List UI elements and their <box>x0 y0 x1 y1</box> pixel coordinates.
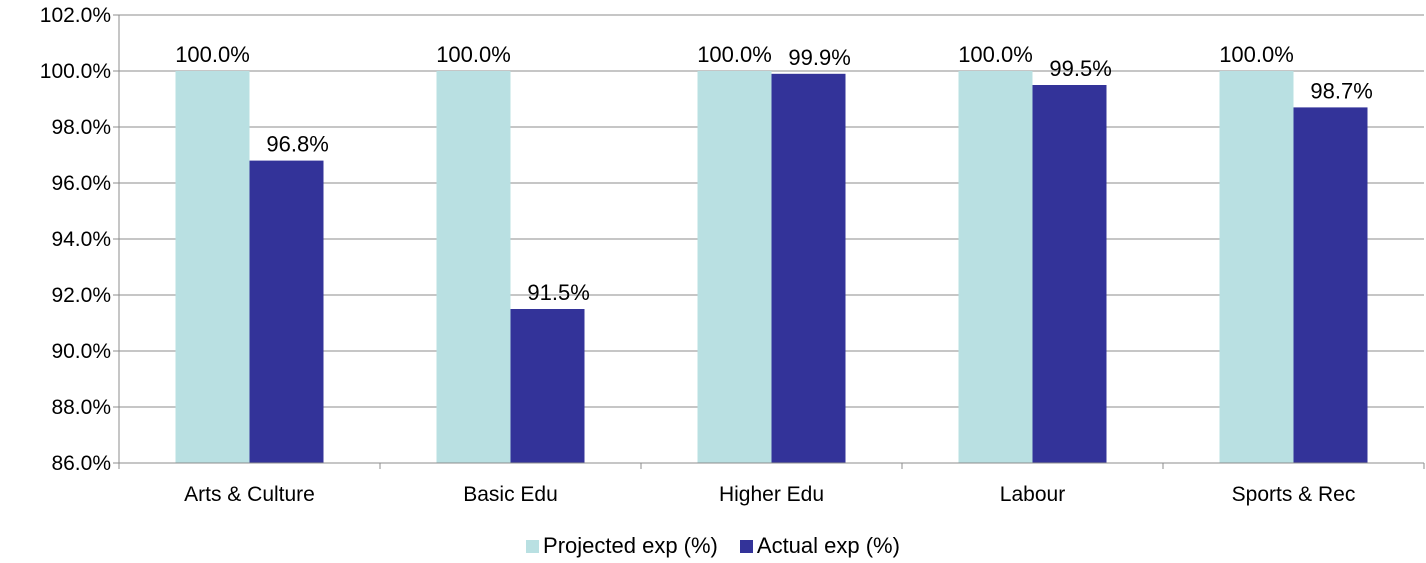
data-label-actual: 99.9% <box>788 45 850 70</box>
bar-projected <box>175 71 250 463</box>
data-label-actual: 98.7% <box>1310 78 1372 103</box>
legend-label-projected: Projected exp (%) <box>543 533 718 558</box>
data-label-projected: 100.0% <box>436 42 511 67</box>
data-labels: 100.0% 96.8% 100.0% 91.5% 100.0% 99.9% 100.0% 9… <box>175 42 1373 305</box>
data-label-actual: 99.5% <box>1049 56 1111 81</box>
y-tick-label: 98.0% <box>51 116 111 139</box>
bars <box>175 71 1368 464</box>
legend: Projected exp (%) Actual exp (%) <box>0 533 1426 559</box>
y-tick-label: 92.0% <box>51 284 111 307</box>
bar-projected <box>697 71 772 463</box>
x-tick-label: Arts & Culture <box>184 483 315 506</box>
y-tick-label: 90.0% <box>51 340 111 363</box>
data-label-actual: 96.8% <box>266 132 328 157</box>
x-axis: Arts & Culture Basic Edu Higher Edu Labour S… <box>118 462 1425 506</box>
legend-swatch-actual <box>739 539 753 553</box>
bar-actual <box>1293 107 1368 464</box>
bar-chart: 86.0% 88.0% 90.0% 92.0% 94.0% 96.0% 98.0% 100.0… <box>40 4 1425 506</box>
data-label-projected: 100.0% <box>1219 42 1294 67</box>
bar-actual <box>249 160 324 463</box>
x-tick-label: Basic Edu <box>463 483 558 506</box>
bar-projected <box>1219 71 1294 463</box>
y-tick-label: 86.0% <box>51 452 111 475</box>
legend-swatch-projected <box>526 539 540 553</box>
x-tick-label: Sports & Rec <box>1232 483 1356 506</box>
bar-actual <box>510 309 585 463</box>
data-label-projected: 100.0% <box>697 42 772 67</box>
legend-label-actual: Actual exp (%) <box>756 533 900 558</box>
bar-actual <box>771 73 846 464</box>
y-axis: 86.0% 88.0% 90.0% 92.0% 94.0% 96.0% 98.0% 100.0… <box>40 4 120 475</box>
bar-projected <box>958 71 1033 463</box>
y-tick-label: 102.0% <box>40 4 111 27</box>
legend-item-actual: Actual exp (%) <box>739 533 900 559</box>
data-label-projected: 100.0% <box>958 42 1033 67</box>
y-tick-label: 96.0% <box>51 172 111 195</box>
data-label-projected: 100.0% <box>175 42 250 67</box>
y-tick-label: 100.0% <box>40 60 111 83</box>
x-tick-label: Labour <box>1000 483 1065 506</box>
legend-item-projected: Projected exp (%) <box>526 533 718 559</box>
bar-projected <box>436 71 511 463</box>
y-tick-label: 94.0% <box>51 228 111 251</box>
data-label-actual: 91.5% <box>527 280 589 305</box>
bar-actual <box>1032 85 1107 463</box>
x-tick-label: Higher Edu <box>719 483 824 506</box>
y-tick-label: 88.0% <box>51 396 111 419</box>
